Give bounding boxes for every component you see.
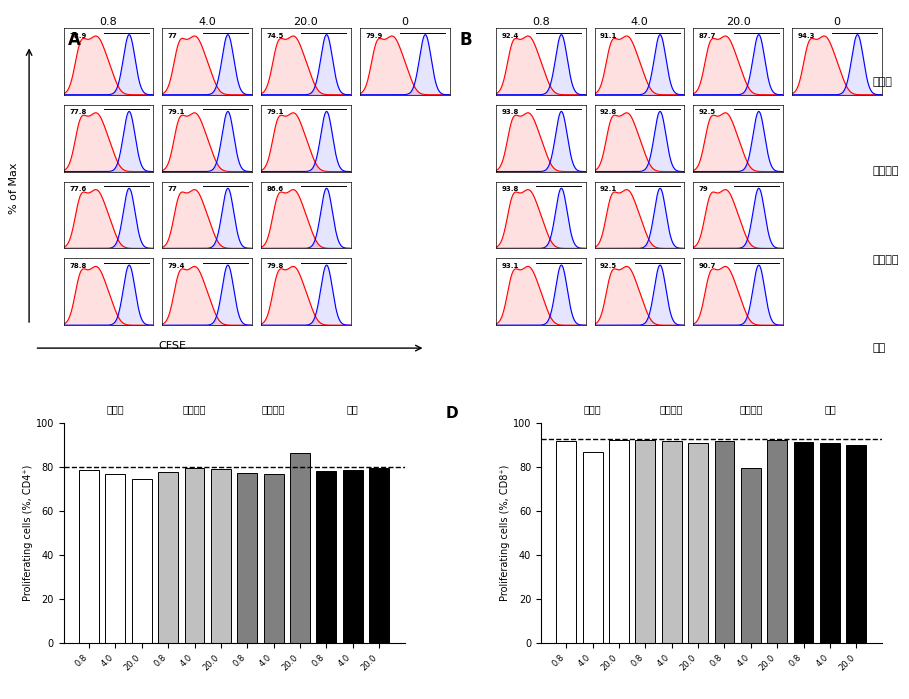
Text: 79.9: 79.9 xyxy=(365,33,383,38)
Text: 79.1: 79.1 xyxy=(168,110,185,115)
Text: 92.4: 92.4 xyxy=(501,33,519,38)
Bar xyxy=(79,470,99,643)
Text: 78.8: 78.8 xyxy=(69,263,86,269)
Text: 93.8: 93.8 xyxy=(501,110,519,115)
Bar xyxy=(583,452,603,643)
Text: 79.4: 79.4 xyxy=(168,263,185,269)
Text: 93.1: 93.1 xyxy=(501,263,519,269)
Bar xyxy=(369,468,389,643)
Text: 91.1: 91.1 xyxy=(600,33,617,38)
Title: 0: 0 xyxy=(401,17,408,27)
Y-axis label: Proliferating cells (%, CD4⁺): Proliferating cells (%, CD4⁺) xyxy=(23,465,33,601)
Bar xyxy=(105,474,125,643)
Title: 20.0: 20.0 xyxy=(725,17,751,27)
Bar xyxy=(264,474,284,643)
Text: 86.6: 86.6 xyxy=(266,186,284,192)
Text: 쫽부쟹이: 쫽부쟹이 xyxy=(739,405,763,415)
Bar xyxy=(316,470,336,643)
Text: 79: 79 xyxy=(699,186,708,192)
Bar xyxy=(741,468,761,643)
Text: 77.8: 77.8 xyxy=(69,110,86,115)
Bar xyxy=(688,443,708,643)
Text: 78.9: 78.9 xyxy=(69,33,86,38)
Title: 0: 0 xyxy=(834,17,840,27)
Text: 79.8: 79.8 xyxy=(266,263,284,269)
Bar xyxy=(132,480,152,643)
Text: 방아풀: 방아풀 xyxy=(106,405,125,415)
Bar xyxy=(609,440,629,643)
Bar xyxy=(767,440,787,643)
Text: A: A xyxy=(68,31,81,50)
Text: D: D xyxy=(445,406,458,421)
Bar xyxy=(343,470,363,643)
Text: 쫽부쟹이: 쫽부쟹이 xyxy=(873,255,899,265)
Text: 방아풀: 방아풀 xyxy=(873,78,893,87)
Text: 87.7: 87.7 xyxy=(699,33,716,38)
Bar xyxy=(290,453,310,643)
Bar xyxy=(237,473,257,643)
Title: 0.8: 0.8 xyxy=(100,17,117,27)
Bar xyxy=(556,441,576,643)
Text: 참취: 참취 xyxy=(824,405,836,415)
Text: 93.8: 93.8 xyxy=(501,186,519,192)
Text: 77.6: 77.6 xyxy=(69,186,86,192)
Text: 92.1: 92.1 xyxy=(600,186,617,192)
Text: 산초나무: 산초나무 xyxy=(873,166,899,176)
Bar xyxy=(662,441,682,643)
Bar xyxy=(185,468,205,643)
Title: 4.0: 4.0 xyxy=(631,17,648,27)
Bar xyxy=(846,445,866,643)
Text: 산초나무: 산초나무 xyxy=(183,405,206,415)
Text: 산초나무: 산초나무 xyxy=(660,405,684,415)
Text: 77: 77 xyxy=(168,186,177,192)
Text: 74.5: 74.5 xyxy=(266,33,284,38)
Text: 94.3: 94.3 xyxy=(797,33,814,38)
Bar xyxy=(635,440,655,643)
Text: 참취: 참취 xyxy=(873,343,886,353)
Text: 92.5: 92.5 xyxy=(699,110,715,115)
Text: 쫽부쟹이: 쫽부쟹이 xyxy=(262,405,285,415)
Bar xyxy=(714,441,734,643)
Bar xyxy=(158,472,178,643)
Bar xyxy=(794,442,814,643)
Y-axis label: Proliferating cells (%, CD8⁺): Proliferating cells (%, CD8⁺) xyxy=(500,465,510,601)
Text: CFSE: CFSE xyxy=(159,341,186,351)
Title: 20.0: 20.0 xyxy=(294,17,318,27)
Text: 90.7: 90.7 xyxy=(699,263,716,269)
Text: 92.8: 92.8 xyxy=(600,110,617,115)
Text: 92.5: 92.5 xyxy=(600,263,617,269)
Text: B: B xyxy=(459,31,472,50)
Text: 79.1: 79.1 xyxy=(266,110,284,115)
Bar xyxy=(211,469,231,643)
Title: 4.0: 4.0 xyxy=(198,17,216,27)
Text: 참취: 참취 xyxy=(347,405,359,415)
Text: 77: 77 xyxy=(168,33,177,38)
Title: 0.8: 0.8 xyxy=(532,17,550,27)
Text: 방아풀: 방아풀 xyxy=(584,405,602,415)
Bar xyxy=(820,443,840,643)
Text: % of Max: % of Max xyxy=(8,163,19,215)
